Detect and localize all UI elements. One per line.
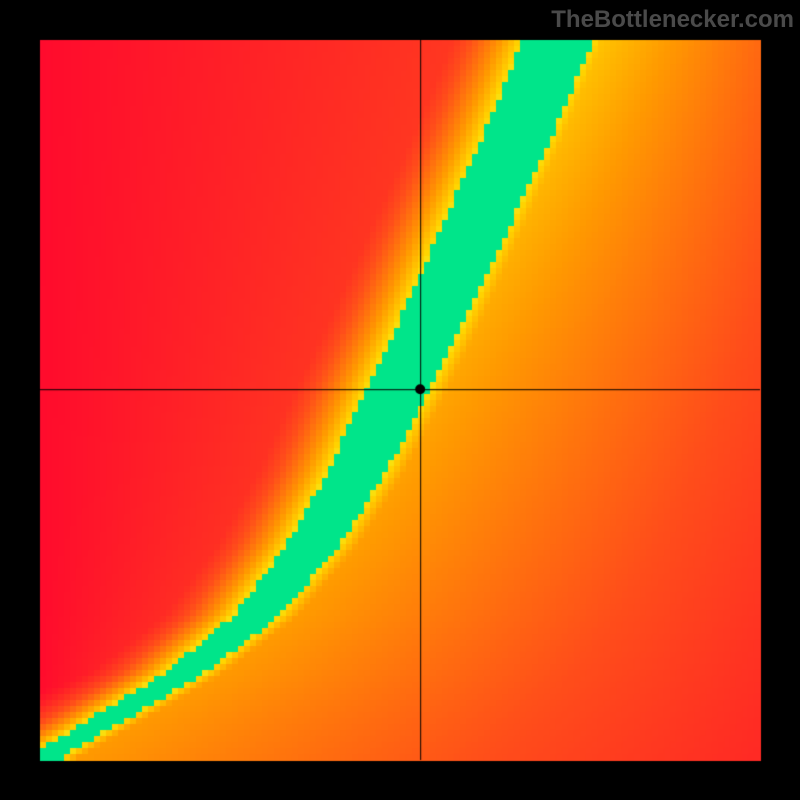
chart-container: TheBottlenecker.com [0, 0, 800, 800]
bottleneck-heatmap [0, 0, 800, 800]
watermark-text: TheBottlenecker.com [551, 6, 794, 34]
